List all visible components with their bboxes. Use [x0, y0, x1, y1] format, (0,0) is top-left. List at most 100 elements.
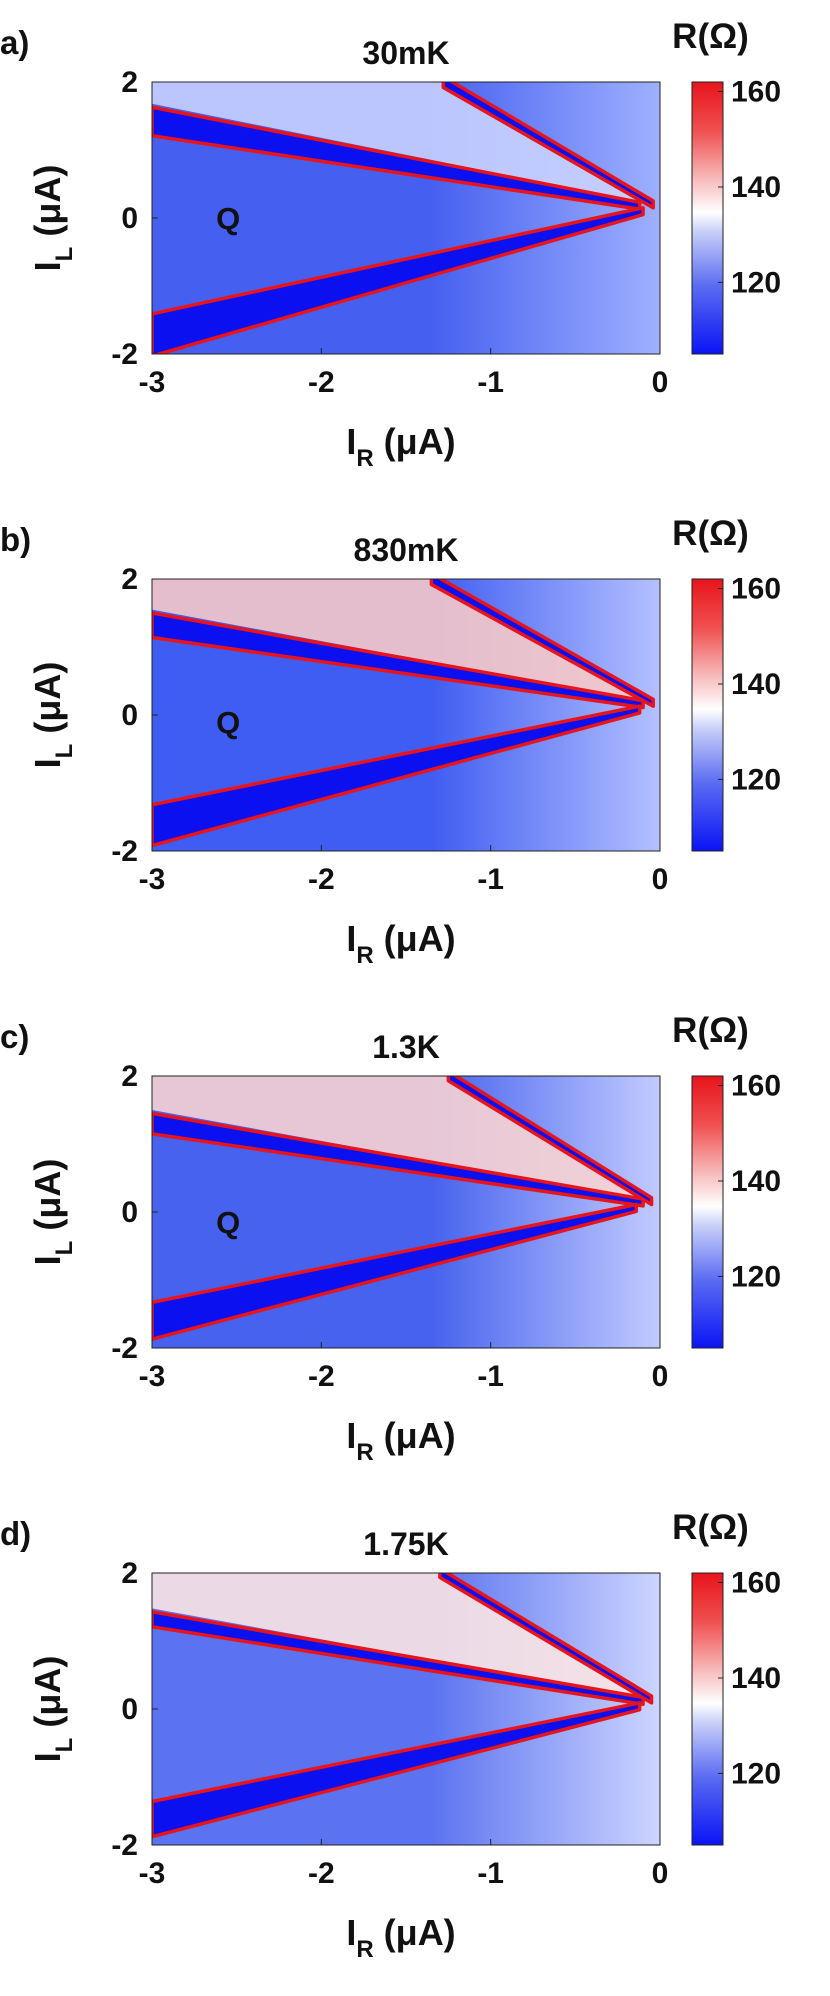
- x-tick-label: -1: [477, 1360, 504, 1393]
- upper-blue-band: [152, 1610, 645, 1706]
- y-tick-label: 2: [121, 563, 138, 596]
- x-label-sub: R: [356, 942, 373, 969]
- x-label-main: I: [346, 1912, 356, 1953]
- y-tick-label: -2: [111, 1332, 138, 1365]
- colorbar-tick-label: 140: [731, 171, 781, 204]
- x-tick-label: -2: [308, 1360, 335, 1393]
- region-label-q: Q: [216, 1205, 240, 1240]
- x-tick-label: 0: [652, 366, 669, 399]
- x-label-unit: (μA): [374, 1912, 456, 1953]
- x-tick-label: -1: [477, 863, 504, 896]
- steep-blue-band: [438, 1573, 654, 1705]
- x-label-sub: R: [356, 445, 373, 472]
- heatmap-wedge: [152, 1573, 652, 1700]
- x-axis-label: IR (μA): [346, 918, 455, 969]
- y-tick-label: 2: [121, 1557, 138, 1590]
- heatmap: [152, 579, 660, 851]
- panel-title: 30mK: [362, 35, 449, 71]
- colorbar-tick-label: 120: [731, 1260, 781, 1293]
- steep-blue-band: [429, 579, 655, 708]
- panel-title: 1.75K: [363, 1526, 448, 1562]
- x-tick-label: -3: [139, 366, 166, 399]
- y-tick-label: 0: [121, 1196, 138, 1229]
- x-tick-label: 0: [652, 863, 669, 896]
- colorbar-tick-label: 120: [731, 266, 781, 299]
- y-tick-label: -2: [111, 1829, 138, 1862]
- colorbar: [691, 81, 724, 355]
- y-label-main: I: [27, 261, 68, 271]
- colorbar-tick-label: 160: [731, 1567, 781, 1600]
- y-axis-label: IL (μA): [27, 662, 78, 769]
- heatmap-wedge: [152, 1076, 652, 1202]
- region-label-q: Q: [216, 201, 240, 236]
- colorbar: [691, 1075, 724, 1349]
- x-axis-label: IR (μA): [346, 1912, 455, 1963]
- colorbar-tick-label: 160: [731, 76, 781, 109]
- panel-label: c): [0, 1018, 29, 1055]
- colorbar-label: R(Ω): [672, 1508, 749, 1547]
- x-tick-label: -2: [308, 1857, 335, 1890]
- y-tick-label: 2: [121, 66, 138, 99]
- panel-label: d): [0, 1515, 31, 1552]
- y-label-sub: L: [51, 744, 78, 759]
- y-tick-label: 0: [121, 202, 138, 235]
- x-label-main: I: [346, 918, 356, 959]
- x-label-unit: (μA): [374, 421, 456, 462]
- x-axis-label: IR (μA): [346, 421, 455, 472]
- lower-blue-band: [152, 1701, 642, 1839]
- colorbar-tick-label: 140: [731, 668, 781, 701]
- heatmap: [152, 82, 660, 354]
- colorbar-tick-label: 160: [731, 1070, 781, 1103]
- y-label-unit: (μA): [27, 1656, 68, 1738]
- y-tick-label: 0: [121, 1693, 138, 1726]
- heatmap: [152, 1573, 660, 1845]
- y-label-unit: (μA): [27, 165, 68, 247]
- heatmap: [152, 1076, 660, 1348]
- colorbar-tick-label: 140: [731, 1662, 781, 1695]
- y-tick-label: -2: [111, 835, 138, 868]
- colorbar-label: R(Ω): [672, 1011, 749, 1050]
- steep-blue-band: [446, 1076, 654, 1207]
- y-axis-label: IL (μA): [27, 1656, 78, 1763]
- y-axis-label: IL (μA): [27, 165, 78, 272]
- upper-blue-band: [152, 1111, 645, 1208]
- x-tick-label: 0: [652, 1857, 669, 1890]
- colorbar: [691, 578, 724, 852]
- y-label-sub: L: [51, 1738, 78, 1753]
- y-label-sub: L: [51, 1241, 78, 1256]
- y-tick-label: 2: [121, 1060, 138, 1093]
- x-label-main: I: [346, 1415, 356, 1456]
- heatmap-wedge: [152, 579, 654, 703]
- heatmap-wedge: [152, 82, 654, 205]
- x-label-sub: R: [356, 1439, 373, 1466]
- x-label-main: I: [346, 421, 356, 462]
- colorbar-tick-label: 120: [731, 763, 781, 796]
- lower-blue-band: [152, 704, 642, 848]
- panel-label: a): [0, 24, 29, 61]
- x-tick-label: -3: [139, 1360, 166, 1393]
- x-tick-label: -1: [477, 366, 504, 399]
- y-label-unit: (μA): [27, 1159, 68, 1241]
- y-label-main: I: [27, 1752, 68, 1762]
- colorbar-label: R(Ω): [672, 514, 749, 553]
- x-tick-label: -3: [139, 1857, 166, 1890]
- x-label-unit: (μA): [374, 1415, 456, 1456]
- y-label-main: I: [27, 758, 68, 768]
- lower-blue-band: [152, 206, 645, 354]
- x-tick-label: 0: [652, 1360, 669, 1393]
- y-axis-label: IL (μA): [27, 1159, 78, 1266]
- colorbar-label: R(Ω): [672, 17, 749, 56]
- lower-blue-band: [152, 1202, 639, 1341]
- x-tick-label: -1: [477, 1857, 504, 1890]
- x-label-sub: R: [356, 1936, 373, 1963]
- x-tick-label: -2: [308, 366, 335, 399]
- x-label-unit: (μA): [374, 918, 456, 959]
- y-label-main: I: [27, 1255, 68, 1265]
- y-label-unit: (μA): [27, 662, 68, 744]
- region-label-q: Q: [216, 705, 240, 740]
